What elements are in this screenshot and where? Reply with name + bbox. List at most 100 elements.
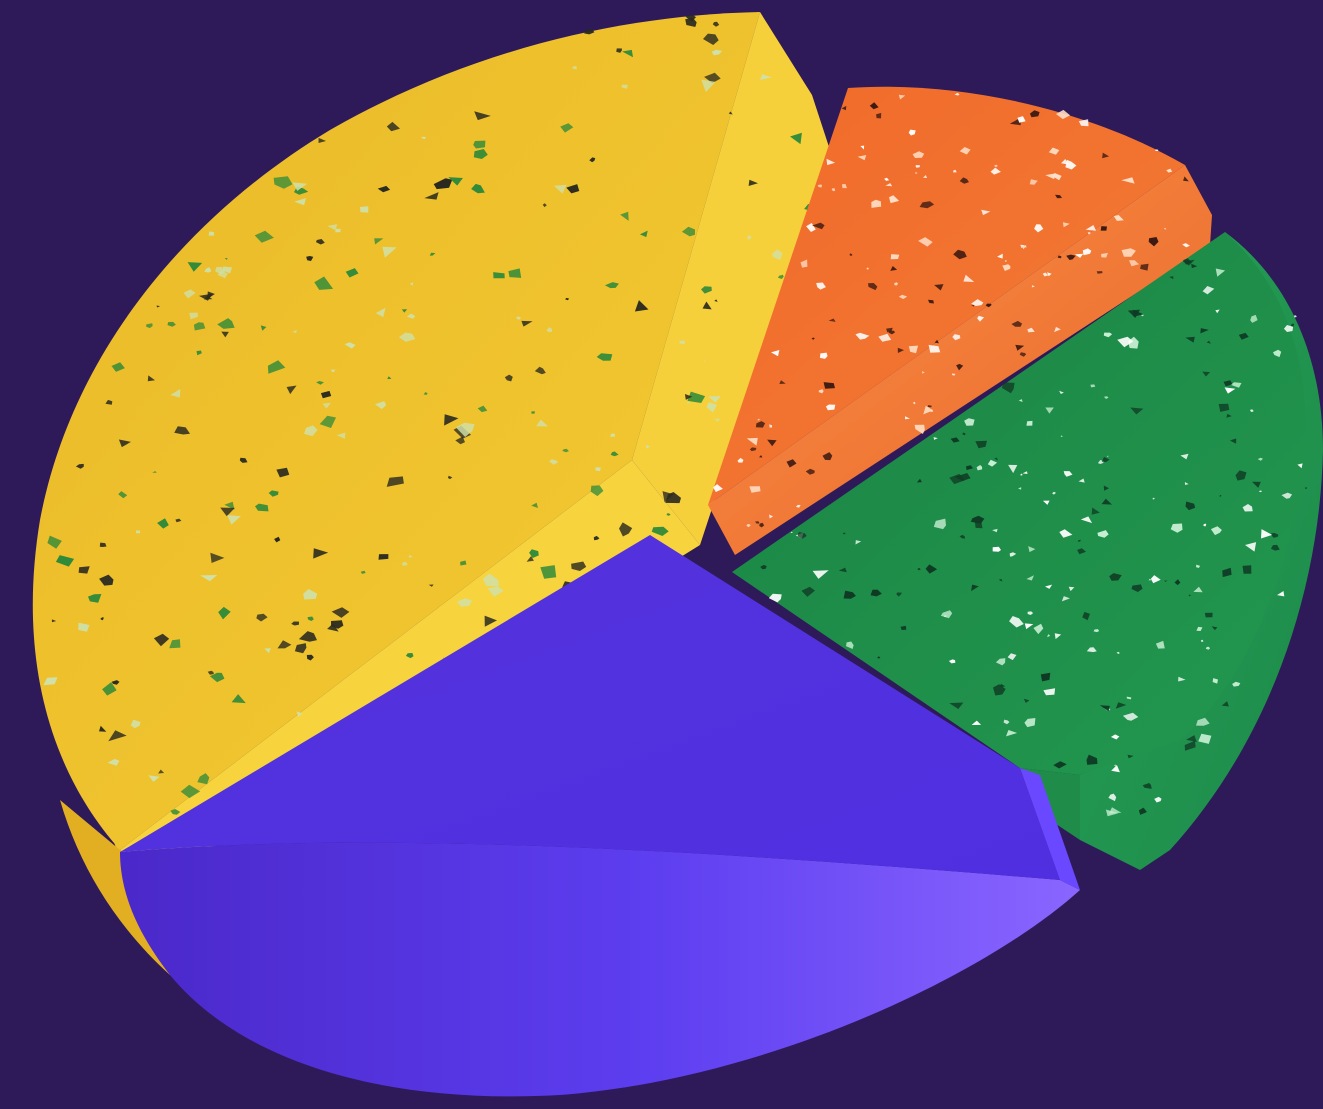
speckle xyxy=(769,424,773,428)
speckle xyxy=(111,362,125,372)
speckle xyxy=(759,455,763,458)
speckle xyxy=(1043,688,1056,696)
speckle xyxy=(1200,639,1204,642)
speckle xyxy=(224,501,235,510)
speckle xyxy=(1115,702,1127,709)
speckle xyxy=(471,183,485,194)
speckle xyxy=(187,262,203,272)
speckle xyxy=(759,522,765,528)
speckle xyxy=(1090,384,1096,388)
speckle xyxy=(1117,336,1134,348)
speckle xyxy=(888,330,896,335)
speckle xyxy=(1002,264,1011,271)
speckle xyxy=(1226,413,1232,418)
speckle xyxy=(825,404,836,411)
speckle xyxy=(227,515,241,525)
speckle xyxy=(1126,696,1132,700)
speckle xyxy=(531,411,535,414)
speckle xyxy=(912,151,925,158)
speckle xyxy=(954,473,971,481)
speckle xyxy=(1040,672,1051,682)
speckle xyxy=(849,253,853,256)
speckle xyxy=(981,209,991,216)
speckle xyxy=(915,165,920,168)
speckle xyxy=(183,289,196,299)
speckle xyxy=(915,171,918,174)
speckle xyxy=(264,648,271,654)
speckle xyxy=(565,297,570,301)
speckle xyxy=(43,677,58,686)
speckle xyxy=(508,268,522,278)
speckle xyxy=(1169,276,1174,280)
speckle xyxy=(977,315,985,322)
speckle xyxy=(954,92,960,96)
speckle xyxy=(331,369,336,373)
speckle xyxy=(1182,243,1190,248)
speckle xyxy=(1178,676,1186,682)
speckle xyxy=(975,440,987,449)
speckle xyxy=(889,195,900,204)
speckle xyxy=(877,656,881,659)
speckle xyxy=(268,490,279,497)
speckle xyxy=(1297,463,1303,469)
speckle xyxy=(950,437,960,443)
speckle xyxy=(971,299,984,306)
speckle xyxy=(135,530,141,534)
speckle xyxy=(546,327,553,333)
speckle xyxy=(1111,765,1120,773)
speckle xyxy=(504,374,513,382)
speckle xyxy=(952,334,961,341)
speckle xyxy=(1163,227,1167,230)
speckle xyxy=(831,188,836,192)
speckle xyxy=(704,72,721,84)
speckle xyxy=(276,467,290,478)
speckle xyxy=(1018,487,1022,490)
orange-slice-speckles xyxy=(713,92,1190,528)
speckle xyxy=(1293,315,1297,318)
speckle xyxy=(805,468,815,475)
speckle xyxy=(817,184,823,188)
speckle xyxy=(401,309,408,313)
speckle xyxy=(152,471,157,473)
speckle xyxy=(175,518,182,523)
speckle xyxy=(294,198,306,206)
speckle xyxy=(823,382,835,389)
speckle xyxy=(684,394,693,400)
speckle xyxy=(1085,225,1097,231)
speckle xyxy=(746,437,758,446)
speckle xyxy=(971,720,982,725)
speckle xyxy=(1077,539,1081,542)
orange-slice-top xyxy=(708,86,1185,505)
speckle xyxy=(1082,248,1092,256)
speckle xyxy=(933,437,938,440)
speckle xyxy=(1015,344,1025,351)
speckle xyxy=(429,252,436,256)
speckle xyxy=(1045,173,1057,180)
speckle xyxy=(1113,215,1124,221)
speckle xyxy=(1103,485,1109,491)
speckle xyxy=(987,459,998,467)
speckle xyxy=(1273,349,1282,358)
speckle xyxy=(974,521,983,529)
speckle xyxy=(571,561,587,571)
speckle xyxy=(711,49,723,56)
speckle xyxy=(1218,403,1230,412)
orange-slice xyxy=(708,86,1212,555)
speckle xyxy=(1021,245,1027,250)
speckle xyxy=(828,318,836,322)
speckle xyxy=(992,546,1001,552)
speckle xyxy=(1212,678,1218,684)
speckle xyxy=(760,74,772,80)
speckle xyxy=(1202,286,1215,295)
speckle xyxy=(460,560,467,566)
speckle xyxy=(922,371,925,374)
speckle xyxy=(869,102,879,110)
speckle xyxy=(336,432,346,439)
speckle xyxy=(634,300,649,312)
speckle xyxy=(217,318,235,329)
speckle xyxy=(1185,501,1196,511)
speckle xyxy=(1061,596,1070,602)
speckle xyxy=(846,641,854,649)
